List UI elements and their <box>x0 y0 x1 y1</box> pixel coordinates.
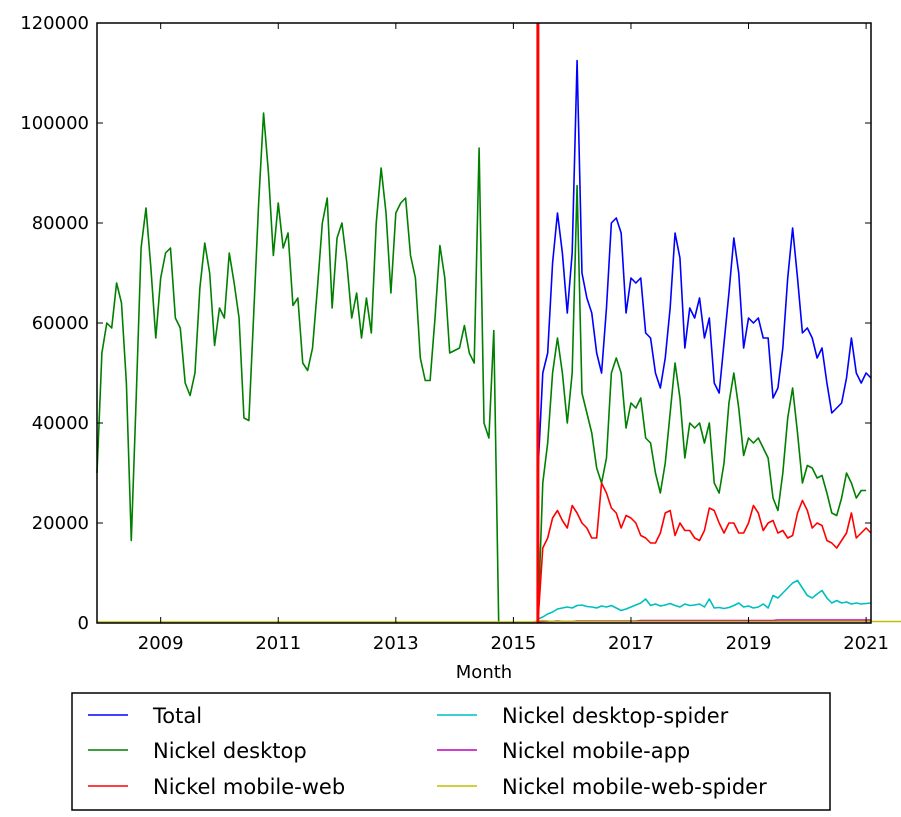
series-line-nickel-mobile-web-3 <box>537 482 872 624</box>
x-tick-label: 2015 <box>490 633 536 654</box>
series-line-nickel-mobile-web-spider-6 <box>97 619 901 623</box>
legend-box <box>71 692 831 811</box>
legend-label-total: Total <box>152 704 202 728</box>
legend-label-nickel-mobile-web: Nickel mobile-web <box>153 775 345 799</box>
x-tick-label: 2013 <box>373 633 419 654</box>
legend-label-nickel-desktop: Nickel desktop <box>153 739 307 763</box>
y-tick-label: 0 <box>78 613 89 634</box>
x-axis-title: Month <box>456 662 512 683</box>
y-tick-label: 100000 <box>20 113 89 134</box>
axis-ticks: 0 20000 40000 60000 80000 100000 120000 2009 201… <box>20 13 889 654</box>
x-tick-label: 2011 <box>255 633 301 654</box>
series-layer <box>96 59 901 624</box>
series-line-total-0 <box>537 59 872 474</box>
legend: Total Nickel desktop Nickel mobile-web Nick… <box>71 692 831 811</box>
series-line-nickel-desktop-2 <box>537 184 867 624</box>
x-tick-label: 2019 <box>726 633 772 654</box>
series-line-nickel-desktop-spider-4 <box>537 579 872 620</box>
y-tick-label: 120000 <box>20 13 89 34</box>
y-tick-label: 80000 <box>32 213 89 234</box>
y-tick-label: 60000 <box>32 313 89 334</box>
y-tick-label: 40000 <box>32 413 89 434</box>
legend-label-nickel-mobile-app: Nickel mobile-app <box>502 739 690 763</box>
y-tick-label: 20000 <box>32 513 89 534</box>
legend-label-nickel-desktop-spider: Nickel desktop-spider <box>502 704 729 728</box>
legend-label-nickel-mobile-web-spider: Nickel mobile-web-spider <box>502 775 767 799</box>
x-tick-label: 2009 <box>138 633 184 654</box>
x-tick-label: 2021 <box>843 633 889 654</box>
x-tick-label: 2017 <box>608 633 654 654</box>
series-line-nickel-desktop-1 <box>96 112 500 624</box>
